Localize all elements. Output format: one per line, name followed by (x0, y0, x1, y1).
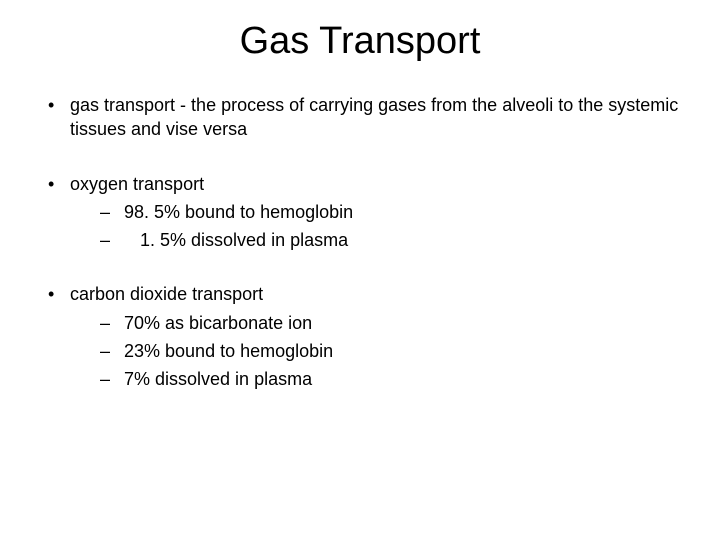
sub-bullet-item: 23% bound to hemoglobin (70, 339, 680, 363)
bullet-text: oxygen transport (70, 174, 204, 194)
sub-bullet-text: 70% as bicarbonate ion (124, 313, 312, 333)
sub-bullet-text: 7% dissolved in plasma (124, 369, 312, 389)
sub-bullet-item: 7% dissolved in plasma (70, 367, 680, 391)
sub-bullet-text: 1. 5% dissolved in plasma (140, 230, 348, 250)
sub-bullet-item: 70% as bicarbonate ion (70, 311, 680, 335)
bullet-text: gas transport - the process of carrying … (70, 95, 678, 139)
sub-bullet-text: 98. 5% bound to hemoglobin (124, 202, 353, 222)
bullet-item: oxygen transport 98. 5% bound to hemoglo… (40, 172, 680, 253)
sub-bullet-text: 23% bound to hemoglobin (124, 341, 333, 361)
slide-title: Gas Transport (40, 20, 680, 63)
bullet-list: gas transport - the process of carrying … (40, 93, 680, 392)
sub-bullet-item: 1. 5% dissolved in plasma (70, 228, 680, 252)
bullet-item: carbon dioxide transport 70% as bicarbon… (40, 282, 680, 391)
bullet-text: carbon dioxide transport (70, 284, 263, 304)
sub-bullet-list: 98. 5% bound to hemoglobin 1. 5% dissolv… (70, 200, 680, 253)
slide: Gas Transport gas transport - the proces… (0, 0, 720, 540)
bullet-item: gas transport - the process of carrying … (40, 93, 680, 142)
sub-bullet-list: 70% as bicarbonate ion 23% bound to hemo… (70, 311, 680, 392)
sub-bullet-item: 98. 5% bound to hemoglobin (70, 200, 680, 224)
